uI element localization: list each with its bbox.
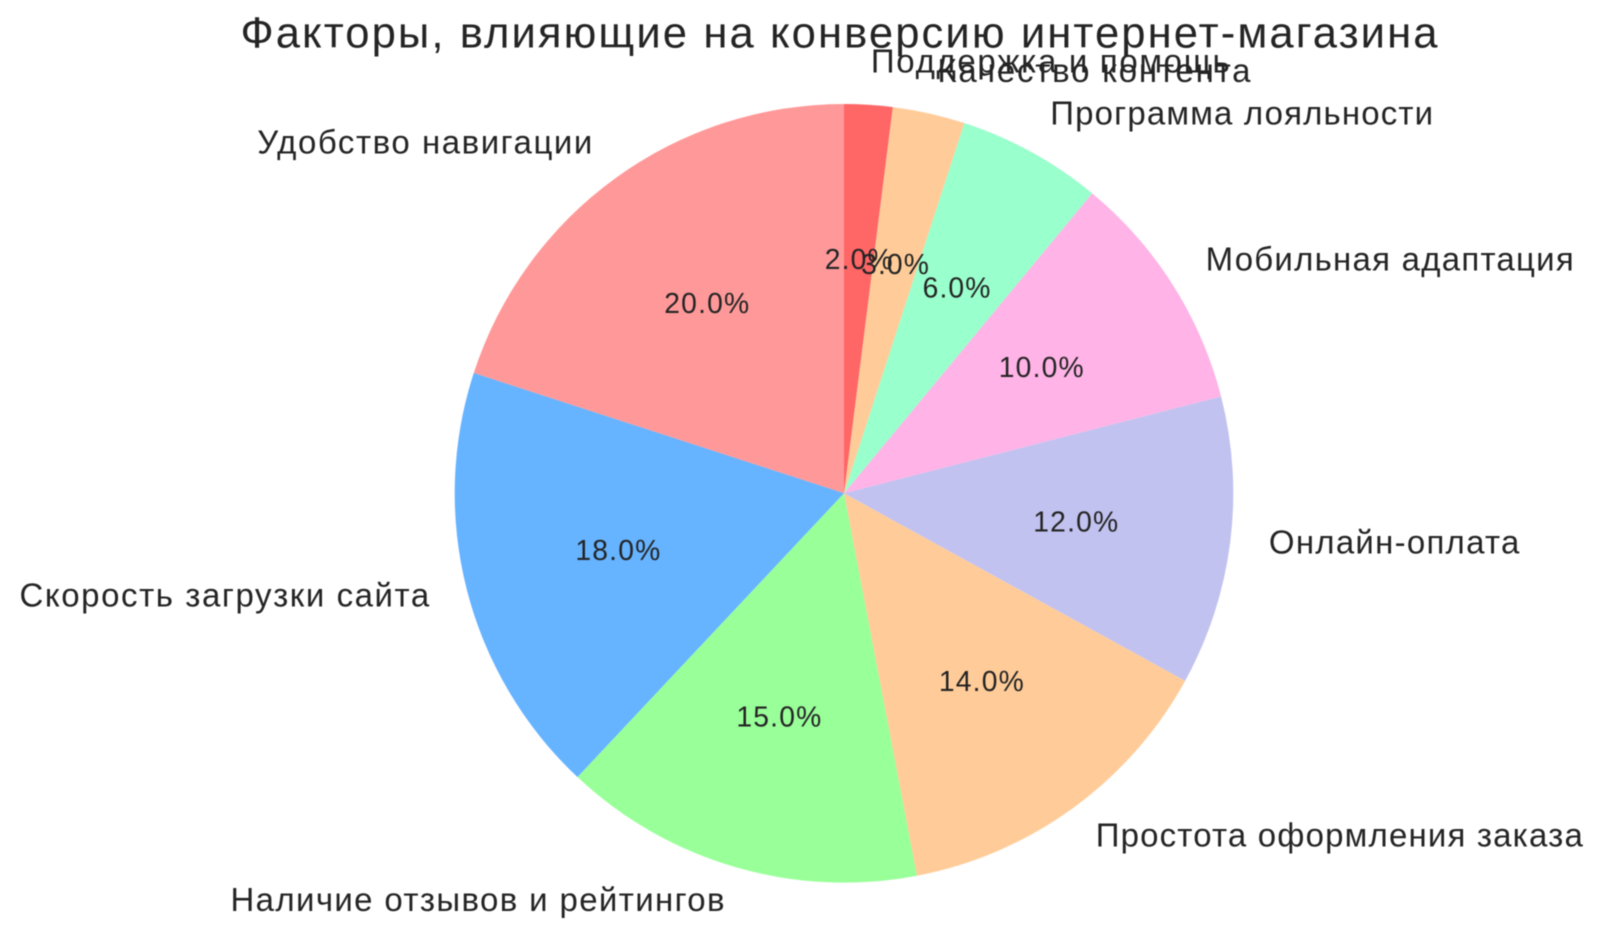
svg-text:Мобильная адаптация: Мобильная адаптация: [1206, 240, 1574, 277]
svg-text:2.0%: 2.0%: [825, 243, 893, 275]
svg-text:3.0%: 3.0%: [861, 248, 929, 280]
svg-text:Факторы, влияющие на конверсию: Факторы, влияющие на конверсию интернет-…: [241, 9, 1439, 57]
svg-text:Поддержка и помощь: Поддержка и помощь: [871, 43, 1230, 80]
svg-text:10.0%: 10.0%: [999, 351, 1084, 383]
svg-text:14.0%: 14.0%: [939, 665, 1024, 697]
svg-text:Простота оформления заказа: Простота оформления заказа: [1096, 816, 1584, 853]
svg-text:Скорость загрузки сайта: Скорость загрузки сайта: [20, 576, 430, 613]
svg-text:Качество контента: Качество контента: [937, 52, 1251, 89]
svg-text:Наличие отзывов и рейтингов: Наличие отзывов и рейтингов: [231, 881, 725, 918]
svg-text:15.0%: 15.0%: [736, 700, 821, 732]
svg-text:12.0%: 12.0%: [1033, 505, 1118, 537]
svg-text:6.0%: 6.0%: [923, 271, 991, 303]
svg-text:18.0%: 18.0%: [575, 534, 660, 566]
svg-text:Онлайн-оплата: Онлайн-оплата: [1269, 524, 1520, 561]
svg-text:Программа лояльности: Программа лояльности: [1050, 95, 1433, 132]
svg-text:Удобство навигации: Удобство навигации: [257, 124, 592, 161]
svg-text:20.0%: 20.0%: [664, 287, 749, 319]
